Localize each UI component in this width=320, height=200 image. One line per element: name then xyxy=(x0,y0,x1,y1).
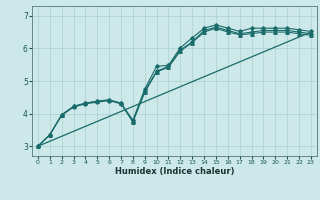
X-axis label: Humidex (Indice chaleur): Humidex (Indice chaleur) xyxy=(115,167,234,176)
